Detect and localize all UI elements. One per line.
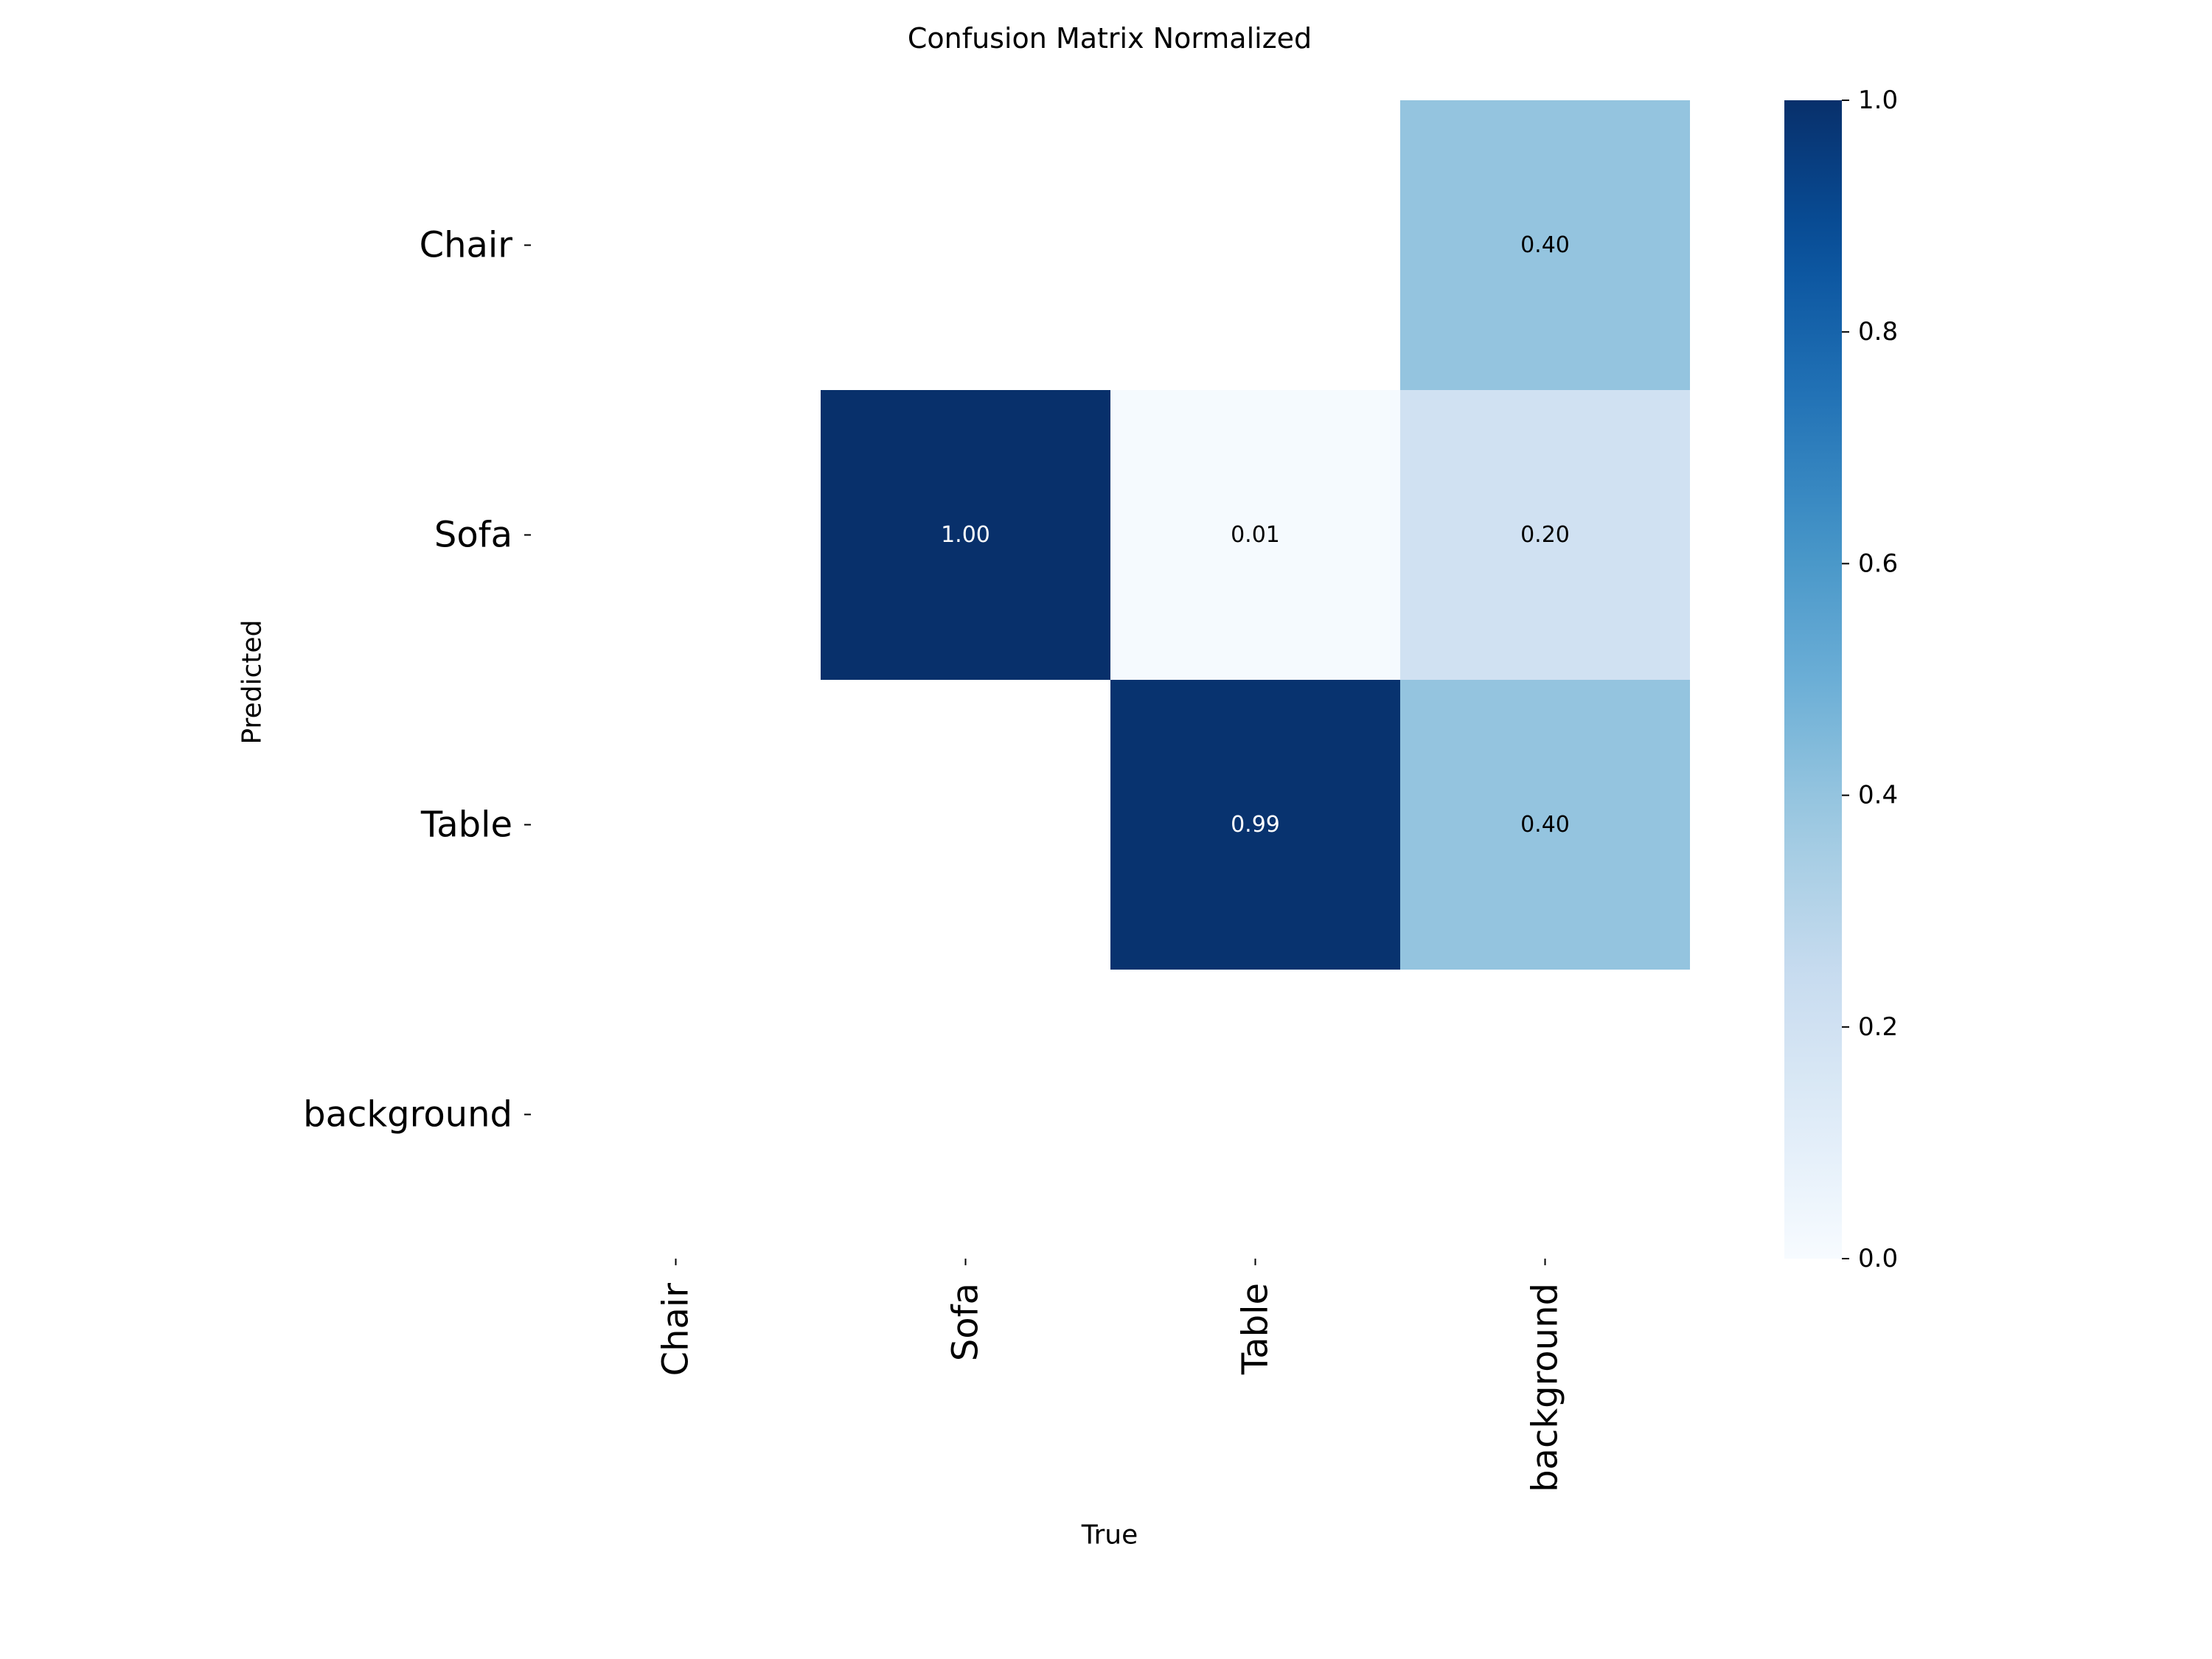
y-axis-label: Predicted [237,620,268,745]
x-tick-label: background [1525,1283,1566,1492]
cell-value-label: 1.00 [941,522,990,548]
x-tick-label: Chair [655,1283,697,1377]
cell-value-label: 0.40 [1520,812,1570,838]
cell-value-label: 0.01 [1231,522,1280,548]
heatmap-cell [1400,680,1690,970]
colorbar-tick-label: 0.2 [1858,1012,1898,1042]
heatmap-cell [1400,100,1690,390]
x-tick-label: Sofa [945,1283,987,1361]
y-tick-label: background [303,1094,512,1135]
heatmap-cell [1110,680,1400,970]
colorbar-tick-label: 0.8 [1858,317,1898,347]
y-axis: Chair Sofa Table background [303,225,531,1135]
y-tick-label: Chair [420,225,513,266]
colorbar-tick-label: 0.4 [1858,781,1898,810]
colorbar-tick-label: 1.0 [1858,86,1898,115]
colorbar: 0.0 0.2 0.4 0.6 0.8 1.0 [1784,86,1898,1273]
cell-value-label: 0.20 [1520,522,1570,548]
x-axis: Chair Sofa Table background [655,1259,1566,1492]
heatmap-cells: 0.40 1.00 0.01 0.20 0.99 0.40 [821,100,1690,970]
heatmap-cell [1400,390,1690,680]
y-tick-label: Sofa [434,515,512,556]
x-axis-label: True [1081,1520,1138,1551]
heatmap-cell [821,390,1110,680]
colorbar-tick-label: 0.6 [1858,549,1898,578]
colorbar-gradient [1784,100,1842,1259]
heatmap-cell [1110,390,1400,680]
colorbar-tick-label: 0.0 [1858,1244,1898,1273]
chart-title: Confusion Matrix Normalized [908,22,1312,55]
y-tick-label: Table [420,804,512,846]
x-tick-label: Table [1235,1283,1276,1375]
cell-value-label: 0.40 [1520,232,1570,258]
cell-value-label: 0.99 [1231,812,1280,838]
